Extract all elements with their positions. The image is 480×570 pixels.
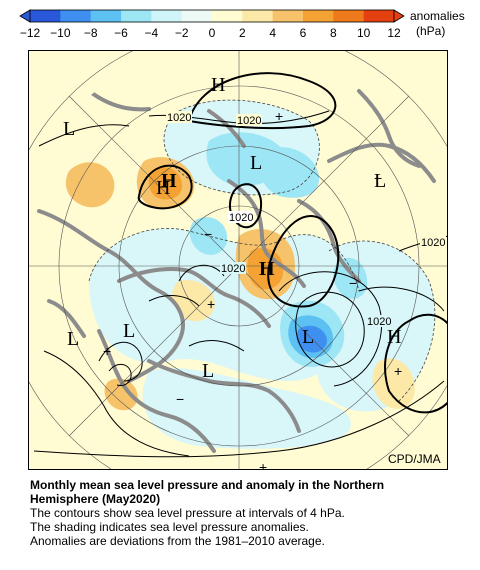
colorbar-tick-label: −4: [144, 26, 158, 40]
positive-anomaly-sign: +: [394, 363, 402, 379]
colorbar-tick-label: 10: [357, 26, 371, 40]
contour-label: 1020: [237, 115, 261, 127]
anomaly-zero-contours: [88, 99, 436, 402]
negative-anomaly-sign: −: [204, 226, 212, 242]
colorbar-tick-label: −10: [50, 26, 71, 40]
colorbar-tick-label: −8: [84, 26, 98, 40]
colorbar-segments: [29, 9, 395, 23]
colorbar-segment: [333, 10, 365, 22]
credit-label: CPD/JMA: [388, 452, 441, 466]
negative-anomaly-sign: −: [176, 391, 184, 407]
colorbar-segment: [212, 10, 243, 22]
low-pressure-label: L: [374, 170, 386, 192]
positive-anomaly-sign: +: [275, 108, 283, 124]
low-pressure-label: L: [67, 328, 79, 350]
low-pressure-label: L: [202, 360, 214, 382]
colorbar-segment: [303, 10, 334, 22]
graticule: [29, 51, 447, 469]
colorbar-unit-line2: (hPa): [416, 24, 445, 38]
colorbar-tick-label: 12: [387, 26, 401, 40]
colorbar-segment: [30, 10, 61, 22]
colorbar-segment: [60, 10, 92, 22]
high-pressure-label: H: [161, 170, 177, 192]
positive-anomaly-sign: +: [207, 296, 215, 312]
high-pressure-label: H: [211, 74, 225, 96]
colorbar-left-arrow: [19, 9, 31, 23]
contour-label: 1020: [421, 237, 445, 249]
contour-label: 1020: [167, 112, 191, 124]
colorbar-segment: [242, 10, 274, 22]
caption-line3: Anomalies are deviations from the 1981–2…: [30, 534, 325, 548]
colorbar-unit-line1: anomalies: [410, 9, 465, 23]
positive-anomaly-sign: +: [103, 343, 111, 359]
positive-anomaly-area: [148, 166, 183, 200]
anomaly-colorbar: −12 −10 −8 −6 −4 −2 0 2 4 6 8 10 12 anomalies (hPa): [0, 0, 480, 48]
contour-label: 1020: [229, 212, 253, 224]
colorbar-tick-label: 2: [239, 26, 246, 40]
colorbar-segment: [121, 10, 152, 22]
colorbar-tick-label: −6: [114, 26, 128, 40]
high-pressure-label: H: [387, 326, 401, 348]
caption-title-line1: Monthly mean sea level pressure and anom…: [30, 478, 385, 492]
positive-anomaly-area: [104, 378, 138, 411]
colorbar-segment: [151, 10, 183, 22]
negative-anomaly-sign: −: [374, 170, 382, 186]
positive-anomaly-area: [172, 280, 215, 322]
low-pressure-label: L: [123, 320, 135, 342]
low-pressure-label: L: [302, 326, 314, 348]
caption-line2: The shading indicates sea level pressure…: [30, 520, 309, 534]
colorbar-tick-label: −2: [175, 26, 189, 40]
caption-title-line2: Hemisphere (May2020): [30, 492, 161, 506]
positive-anomaly-area: [65, 162, 115, 208]
negative-anomaly-sign: −: [349, 275, 357, 291]
low-pressure-label: L: [63, 118, 75, 140]
colorbar-segment: [363, 10, 395, 22]
anomaly-signs: + + + + + − − − −: [103, 108, 402, 470]
positive-anomaly-area: [372, 358, 415, 409]
pressure-contours: [33, 72, 447, 458]
colorbar-tick-label: −12: [20, 26, 41, 40]
figure-caption: Monthly mean sea level pressure and anom…: [30, 478, 470, 548]
sea-level-pressure-map: 1020 1020 1020 1020 1020 1020 H L L H H …: [28, 50, 448, 470]
coastlines: [37, 89, 436, 453]
pressure-centers: H L L H H L H L L H L L: [63, 74, 401, 382]
contour-label: 1020: [367, 316, 391, 328]
high-pressure-label: H: [259, 258, 275, 280]
colorbar-right-arrow: [393, 9, 405, 23]
positive-anomaly-sign: +: [259, 459, 267, 470]
contour-label: 1020: [221, 263, 245, 275]
colorbar-segment: [272, 10, 304, 22]
anomaly-shading: [65, 100, 435, 449]
colorbar-tick-label: 8: [330, 26, 337, 40]
colorbar-tick-labels: −12 −10 −8 −6 −4 −2 0 2 4 6 8 10 12: [20, 26, 401, 40]
colorbar-segment: [90, 10, 122, 22]
caption-line1: The contours show sea level pressure at …: [30, 506, 345, 520]
colorbar-tick-label: 4: [269, 26, 276, 40]
low-pressure-label: L: [250, 152, 262, 174]
high-pressure-label: H: [156, 177, 170, 199]
colorbar-segment: [181, 10, 213, 22]
colorbar-tick-label: 0: [209, 26, 216, 40]
colorbar-tick-label: 6: [300, 26, 307, 40]
negative-anomaly-area: [259, 147, 320, 198]
contour-labels: 1020 1020 1020 1020 1020 1020: [166, 111, 446, 328]
